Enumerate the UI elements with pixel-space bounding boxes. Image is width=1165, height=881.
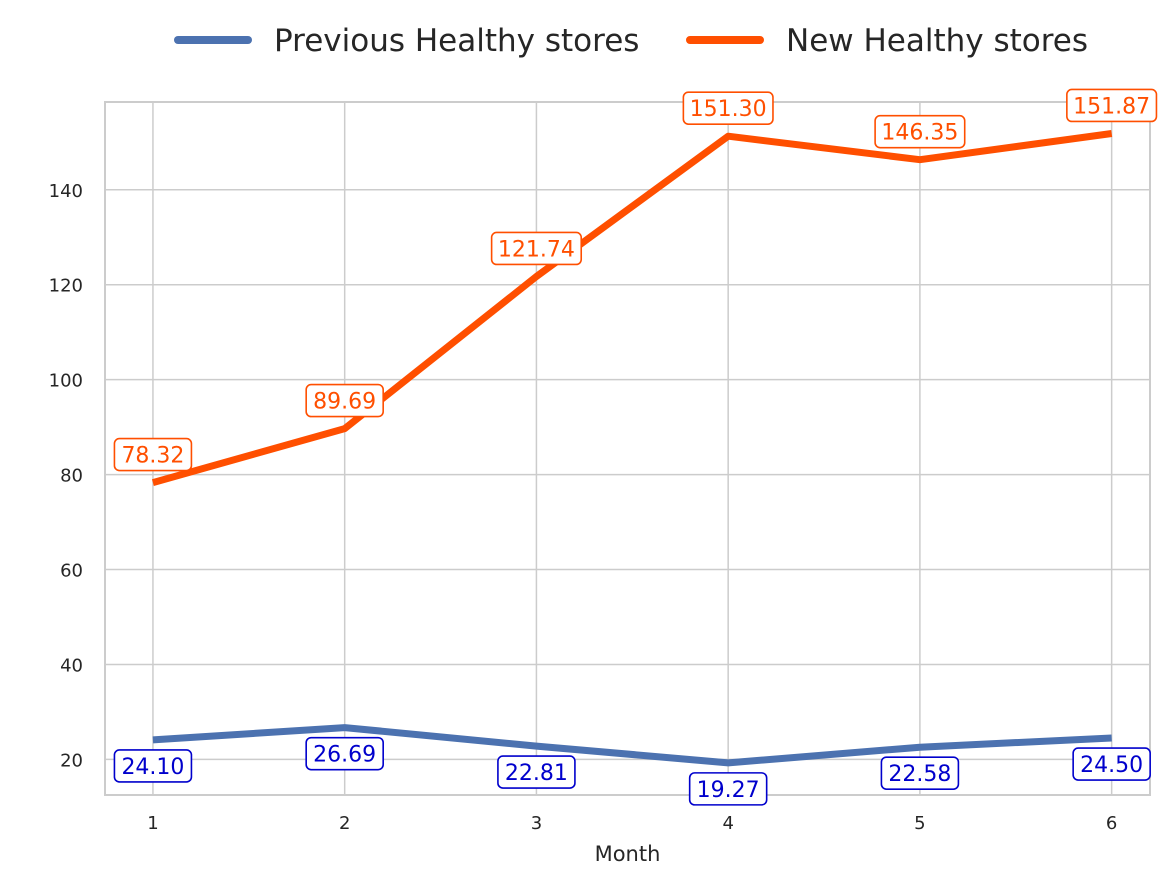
data-label-box [688,772,768,806]
data-label-box [113,749,193,783]
y-tick-label: 140 [49,181,83,202]
data-labels: 24.10 26.69 22.81 19.27 22.58 24.50 78.32 89.69… [113,88,1158,806]
data-label: 24.10 [113,749,193,783]
data-label-box [305,736,384,771]
x-tick-label: 3 [531,813,542,834]
data-label-box [1072,747,1151,781]
data-label: 146.35 [874,114,966,149]
data-label-text: 24.50 [1080,753,1143,778]
data-label: 121.74 [490,231,583,266]
grid [105,102,1150,795]
x-tick-label: 4 [722,813,733,834]
data-label-text: 151.87 [1073,94,1150,119]
y-tick-label: 80 [60,466,83,487]
y-tick-label: 100 [49,371,83,392]
x-tick-label: 6 [1106,813,1117,834]
y-tick-label: 40 [60,655,83,676]
legend-label: New Healthy stores [786,23,1088,59]
data-label-box [682,91,774,125]
data-label-text: 121.74 [498,237,575,262]
data-label-text: 19.27 [697,778,760,803]
y-tick-label: 20 [60,750,83,771]
data-label: 22.58 [880,756,960,790]
data-label-box [874,114,966,149]
plot-border [104,101,1151,796]
data-label-text: 151.30 [690,97,767,122]
data-label-text: 24.10 [121,755,184,780]
data-label-box [880,756,960,790]
x-axis-ticks: 1 2 3 4 5 6 [147,813,1117,834]
y-tick-label: 120 [49,276,83,297]
data-label-text: 78.32 [121,444,184,469]
x-tick-label: 5 [914,813,925,834]
data-label: 26.69 [305,736,384,771]
legend: Previous Healthy stores New Healthy store… [174,23,1088,59]
y-axis-ticks: 20 40 60 80 100 120 140 [49,181,83,772]
data-label: 151.87 [1066,88,1158,123]
data-label-text: 22.81 [505,761,568,786]
data-label-box [490,231,583,266]
data-label-box [113,437,193,472]
data-label: 24.50 [1072,747,1151,781]
data-label: 151.30 [682,91,774,125]
data-label-box [1066,88,1158,123]
data-label-text: 89.69 [313,390,376,415]
data-label-box [305,383,384,418]
data-label: 19.27 [688,772,768,806]
x-tick-label: 2 [339,813,350,834]
x-tick-label: 1 [147,813,158,834]
series-lines [151,130,1113,767]
data-label-text: 26.69 [313,743,376,768]
data-label: 22.81 [497,755,576,789]
data-label-text: 22.58 [888,762,951,787]
series-line-new [151,130,1113,486]
legend-label: Previous Healthy stores [274,23,639,59]
x-axis-label: Month [595,842,661,866]
data-label: 89.69 [305,383,384,418]
data-label: 78.32 [113,437,193,472]
data-label-box [497,755,576,789]
y-tick-label: 60 [60,561,83,582]
plot-frame [104,101,1151,796]
series-line-previous [152,724,1112,767]
data-label-text: 146.35 [881,121,958,146]
